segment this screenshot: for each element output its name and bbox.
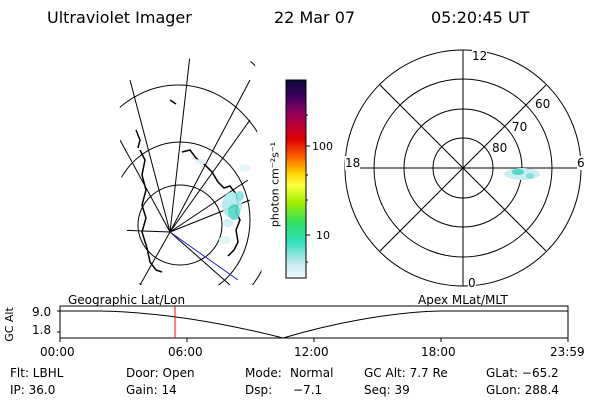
- time-tick-0000: 00:00: [40, 345, 75, 359]
- time-tick-1200: 12:00: [294, 345, 329, 359]
- colorbar-label-100: 100: [312, 140, 333, 153]
- mlat-label-60: 60: [535, 97, 551, 111]
- mlt-label-18: 18: [345, 156, 361, 170]
- colorbar-label-10: 10: [316, 229, 330, 242]
- dsp-value: −7.1: [293, 383, 323, 397]
- colorbar-gradient: [285, 79, 307, 279]
- dsp-label: Dsp:: [245, 383, 273, 397]
- mlt-label-6: 6: [577, 156, 585, 170]
- mode-label: Mode:: [245, 366, 282, 380]
- date-label: 22 Mar 07: [274, 8, 356, 27]
- time-tick-1800: 18:00: [421, 345, 456, 359]
- gain-status: Gain: 14: [126, 383, 177, 397]
- instrument-title: Ultraviolet Imager: [47, 8, 192, 27]
- altitude-tick-low: 1.8: [32, 323, 52, 337]
- mlt-label-12: 12: [472, 49, 488, 63]
- aurora-emission-map: [194, 159, 251, 244]
- time-tick-0600: 06:00: [168, 345, 203, 359]
- glat-status: GLat: −65.2: [486, 366, 559, 380]
- time-tick-2359: 23:59: [550, 345, 585, 359]
- mlat-label-70: 70: [512, 120, 528, 134]
- seq-status: Seq: 39: [364, 383, 410, 397]
- apex-caption: Apex MLat/MLT: [418, 293, 508, 307]
- time-label: 05:20:45 UT: [431, 8, 530, 27]
- track-line: [169, 231, 239, 281]
- mlt-label-0: 0: [468, 276, 476, 290]
- altitude-tick-high: 9.0: [32, 305, 52, 319]
- door-status: Door: Open: [126, 366, 195, 380]
- mlat-label-80: 80: [492, 141, 508, 155]
- glon-status: GLon: 288.4: [486, 383, 559, 397]
- aurora-emission-polar: [504, 168, 540, 180]
- ip-status: IP: 36.0: [10, 383, 56, 397]
- gc-alt-status: GC Alt: 7.7 Re: [364, 366, 448, 380]
- filter-status: Flt: LBHL: [10, 366, 64, 380]
- map-grid: [119, 57, 262, 286]
- altitude-curve: [60, 310, 568, 339]
- mode-value: Normal: [290, 366, 334, 380]
- geographic-caption: Geographic Lat/Lon: [68, 293, 186, 307]
